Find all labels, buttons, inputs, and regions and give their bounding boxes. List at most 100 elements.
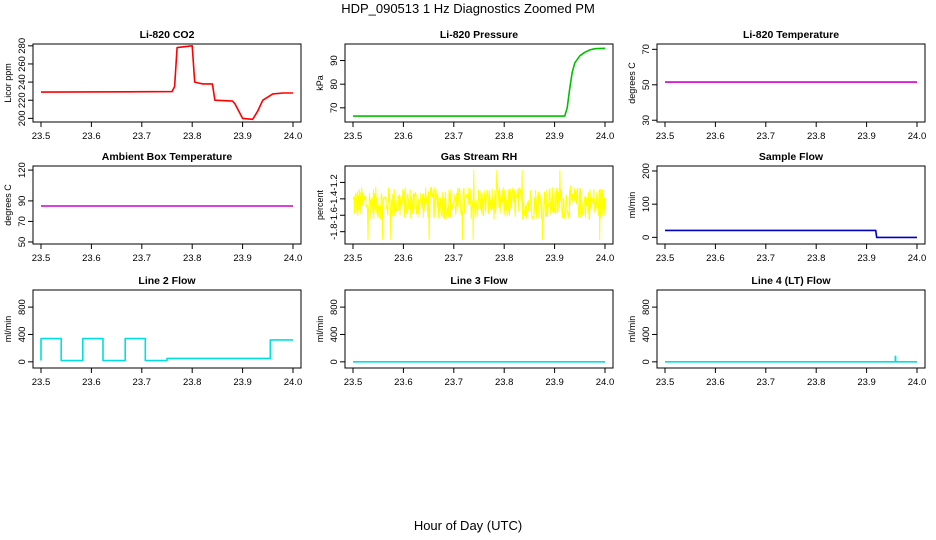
y-tick-label: 70: [641, 44, 652, 55]
y-tick-label: 70: [17, 216, 28, 227]
x-tick-label: 23.6: [706, 131, 725, 142]
x-tick-label: 24.0: [284, 131, 303, 142]
x-tick-label: 23.5: [344, 253, 363, 264]
y-tick-label: 50: [17, 237, 28, 248]
panel-6: Sample Flow 23.5 23.6 23.7 23.8 23.9 24.0 0 100 2…: [627, 151, 926, 264]
y-axis-label: kPa: [315, 75, 325, 91]
y-tick-label: -1.2: [329, 174, 340, 190]
y-tick-label: 260: [17, 56, 28, 72]
y-tick-label: 0: [17, 359, 28, 364]
x-tick-label: 23.6: [82, 131, 101, 142]
panel-7: Line 2 Flow 23.5 23.6 23.7 23.8 23.9 24.0 0 400 8…: [3, 275, 302, 388]
y-tick-label: 0: [641, 235, 652, 240]
x-tick-label: 24.0: [596, 253, 615, 264]
x-tick-label: 24.0: [284, 377, 303, 388]
x-tick-label: 23.8: [495, 131, 514, 142]
y-axis-label: ml/min: [3, 316, 13, 343]
x-tick-label: 23.8: [495, 253, 514, 264]
x-tick-label: 23.6: [706, 377, 725, 388]
x-tick-label: 23.9: [857, 253, 876, 264]
x-tick-label: 23.6: [82, 253, 101, 264]
panel-title: Gas Stream RH: [441, 151, 517, 163]
data-series-rh: [352, 170, 606, 240]
x-tick-label: 23.6: [394, 131, 413, 142]
y-tick-label: 0: [641, 359, 652, 364]
y-axis-label: degrees C: [3, 184, 13, 226]
y-tick-label: 100: [641, 196, 652, 212]
plot-frame: [32, 165, 302, 245]
y-tick-label: 200: [17, 110, 28, 126]
y-axis-label: percent: [315, 189, 325, 220]
x-tick-label: 23.6: [394, 377, 413, 388]
x-tick-label: 23.6: [706, 253, 725, 264]
x-tick-label: 23.5: [656, 131, 675, 142]
x-tick-label: 24.0: [908, 131, 927, 142]
x-tick-label: 23.9: [545, 131, 564, 142]
y-tick-label: 90: [17, 196, 28, 207]
panel-title: Line 2 Flow: [138, 275, 196, 287]
x-tick-label: 23.9: [233, 253, 252, 264]
x-tick-label: 23.8: [183, 253, 202, 264]
x-tick-label: 23.9: [233, 377, 252, 388]
y-tick-label: 200: [641, 163, 652, 179]
x-axis-caption: Hour of Day (UTC): [413, 518, 523, 533]
data-series-sample-flow: [665, 229, 917, 239]
y-tick-label: 400: [329, 327, 340, 343]
panel-2: Li-820 Pressure 23.5 23.6 23.7 23.8 23.9 24.0 7…: [315, 29, 614, 142]
panel-3: Li-820 Temperature 23.5 23.6 23.7 23.8 23.9 24…: [627, 29, 926, 142]
panel-title: Line 4 (LT) Flow: [751, 275, 831, 287]
x-tick-label: 23.9: [545, 377, 564, 388]
x-tick-label: 24.0: [596, 377, 615, 388]
plot-frame: [344, 43, 614, 123]
x-tick-label: 23.7: [445, 377, 464, 388]
y-tick-label: 400: [17, 327, 28, 343]
x-tick-label: 23.7: [445, 131, 464, 142]
x-tick-label: 24.0: [908, 253, 927, 264]
x-tick-label: 24.0: [284, 253, 303, 264]
y-tick-label: 280: [17, 38, 28, 54]
y-tick-label: 800: [329, 299, 340, 315]
panel-9: Line 4 (LT) Flow 23.5 23.6 23.7 23.8 23.9 24.0…: [627, 275, 926, 388]
y-axis-label: ml/min: [315, 316, 325, 343]
x-tick-label: 23.7: [133, 377, 152, 388]
y-tick-label: -1.8: [329, 223, 340, 239]
panel-title: Li-820 Temperature: [743, 29, 839, 41]
x-tick-label: 23.7: [757, 253, 776, 264]
y-tick-label: 800: [641, 299, 652, 315]
x-tick-label: 23.8: [183, 131, 202, 142]
panel-4: Ambient Box Temperature 23.5 23.6 23.7 23.8 2…: [3, 151, 302, 264]
x-tick-label: 23.8: [495, 377, 514, 388]
x-tick-label: 23.9: [857, 131, 876, 142]
x-tick-label: 23.9: [233, 131, 252, 142]
x-tick-label: 23.7: [133, 131, 152, 142]
x-tick-label: 23.8: [183, 377, 202, 388]
x-tick-label: 23.7: [757, 131, 776, 142]
x-tick-label: 23.8: [807, 131, 826, 142]
figure-title: HDP_090513 1 Hz Diagnostics Zoomed PM: [341, 1, 595, 16]
x-tick-label: 23.5: [344, 377, 363, 388]
panel-8: Line 3 Flow 23.5 23.6 23.7 23.8 23.9 24.0 0 400 8…: [315, 275, 614, 388]
plot-frame: [656, 289, 926, 369]
x-tick-label: 23.9: [545, 253, 564, 264]
y-axis-label: ml/min: [627, 192, 637, 219]
y-tick-label: 240: [17, 74, 28, 90]
plot-frame: [344, 289, 614, 369]
y-tick-label: 800: [17, 299, 28, 315]
panel-1: Li-820 CO2 23.5 23.6 23.7 23.8 23.9 24.0 200 220…: [3, 29, 302, 142]
x-tick-label: 23.7: [133, 253, 152, 264]
plot-frame: [32, 43, 302, 123]
data-series-line-4-flow: [665, 355, 917, 363]
x-tick-label: 23.5: [656, 377, 675, 388]
x-tick-label: 23.9: [857, 377, 876, 388]
panel-title: Li-820 Pressure: [440, 29, 518, 41]
y-tick-label: 0: [329, 359, 340, 364]
panel-title: Sample Flow: [759, 151, 824, 163]
y-tick-label: 120: [17, 162, 28, 178]
y-tick-label: -1.4: [329, 191, 340, 207]
x-tick-label: 23.5: [32, 131, 51, 142]
panel-title: Li-820 CO2: [140, 29, 195, 41]
y-tick-label: 220: [17, 92, 28, 108]
y-tick-label: 90: [329, 55, 340, 66]
